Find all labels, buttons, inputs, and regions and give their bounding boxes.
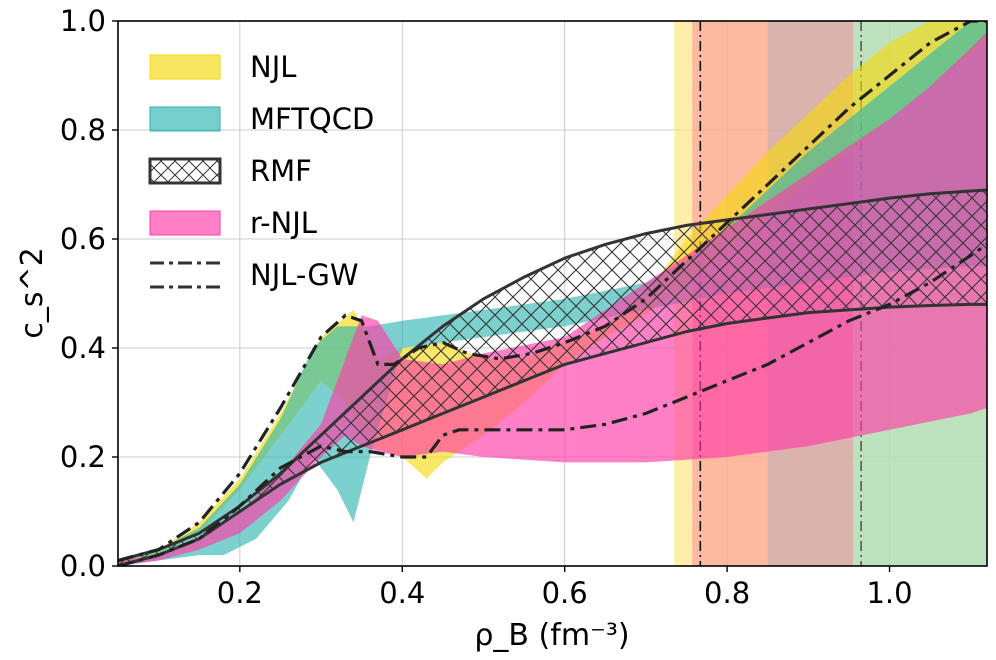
line-rmf-edge	[118, 302, 987, 566]
x-tick-label: 1.0	[866, 576, 912, 610]
legend-label-njl-gw: NJL-GW	[250, 258, 359, 292]
legend-label-njl: NJL	[250, 50, 296, 84]
x-tick-label: 0.4	[379, 576, 425, 610]
y-tick-label: 1.0	[60, 4, 106, 38]
line-njl-gw	[118, 243, 987, 566]
legend-swatch-r-njl	[149, 210, 221, 236]
y-tick-label: 0.2	[60, 440, 106, 474]
legend-label-mftqcd: MFTQCD	[250, 102, 374, 136]
y-axis-ticks: 0.0 0.2 0.4 0.6 0.8 1.0	[60, 4, 118, 583]
legend: NJL MFTQCD RMF r-NJL NJL-GW	[148, 50, 374, 292]
legend-label-r-njl: r-NJL	[250, 206, 317, 240]
y-tick-label: 0.8	[60, 113, 106, 147]
line-njl-gw	[118, 21, 987, 563]
plot-frame	[117, 20, 988, 567]
area-njl	[118, 21, 987, 566]
y-tick-label: 0.0	[60, 549, 106, 583]
line-layer	[118, 21, 987, 566]
x-axis-ticks: 0.2 0.4 0.6 0.8 1.0	[217, 566, 913, 610]
x-tick-label: 0.8	[704, 576, 750, 610]
area-rmf	[118, 190, 987, 566]
x-tick-label: 0.2	[217, 576, 263, 610]
legend-swatch-njl	[149, 54, 221, 80]
line-rmf-edge	[118, 188, 987, 562]
legend-swatch-rmf	[148, 157, 222, 185]
area-layer	[118, 21, 987, 566]
y-tick-label: 0.4	[60, 331, 106, 365]
x-tick-label: 0.6	[542, 576, 588, 610]
y-axis-label: c_s^2	[15, 247, 50, 338]
x-axis-label: ρ_B (fm⁻³)	[474, 618, 629, 653]
y-tick-label: 0.6	[60, 222, 106, 256]
legend-label-rmf: RMF	[250, 154, 312, 188]
legend-swatch-mftqcd	[149, 106, 221, 132]
